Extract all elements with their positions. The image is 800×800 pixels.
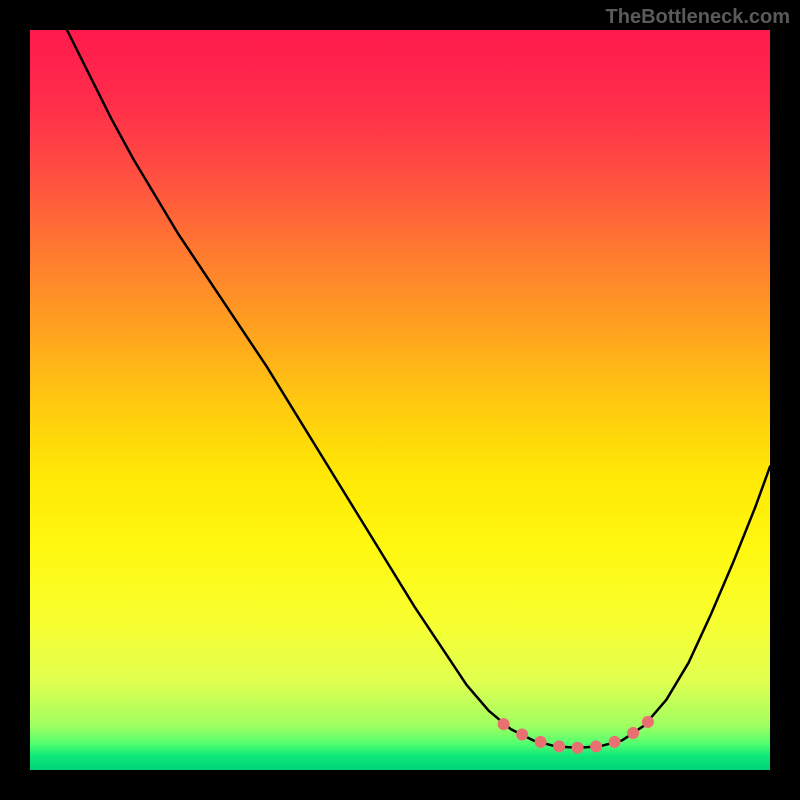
optimal-marker <box>609 736 621 748</box>
optimal-marker <box>627 727 639 739</box>
optimal-marker <box>535 736 547 748</box>
chart-background <box>30 30 770 770</box>
optimal-marker <box>642 716 654 728</box>
chart-container <box>30 30 770 770</box>
optimal-marker <box>572 742 584 754</box>
optimal-marker <box>553 740 565 752</box>
watermark-text: TheBottleneck.com <box>606 6 790 29</box>
optimal-marker <box>516 728 528 740</box>
optimal-marker <box>590 740 602 752</box>
optimal-marker <box>498 718 510 730</box>
chart-svg <box>30 30 770 770</box>
